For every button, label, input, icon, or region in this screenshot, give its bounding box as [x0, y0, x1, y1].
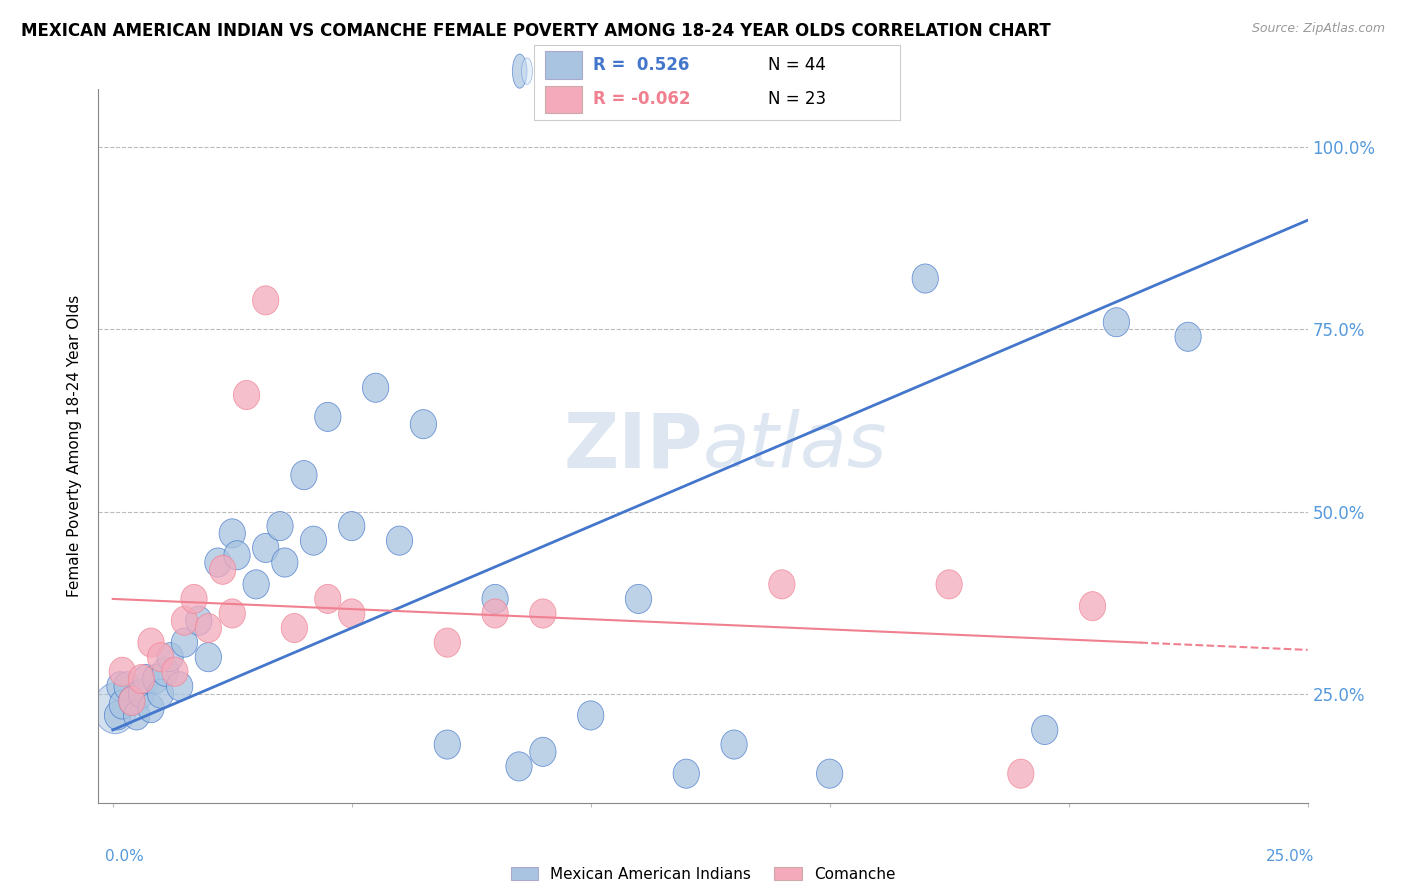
Ellipse shape — [339, 599, 366, 628]
Text: 25.0%: 25.0% — [1267, 849, 1315, 863]
Ellipse shape — [434, 730, 460, 759]
Ellipse shape — [219, 599, 246, 628]
Ellipse shape — [172, 628, 198, 657]
Ellipse shape — [172, 607, 198, 635]
Ellipse shape — [219, 519, 246, 548]
Ellipse shape — [626, 584, 651, 614]
Ellipse shape — [162, 657, 188, 686]
Ellipse shape — [912, 264, 938, 293]
Ellipse shape — [253, 285, 278, 315]
FancyBboxPatch shape — [546, 52, 582, 78]
Ellipse shape — [157, 642, 183, 672]
Ellipse shape — [181, 584, 207, 614]
Ellipse shape — [482, 584, 508, 614]
Ellipse shape — [1080, 591, 1105, 621]
Ellipse shape — [124, 701, 150, 730]
Text: Source: ZipAtlas.com: Source: ZipAtlas.com — [1251, 22, 1385, 36]
Ellipse shape — [291, 460, 318, 490]
Ellipse shape — [104, 701, 131, 730]
Ellipse shape — [522, 58, 533, 85]
Y-axis label: Female Poverty Among 18-24 Year Olds: Female Poverty Among 18-24 Year Olds — [67, 295, 83, 597]
Ellipse shape — [243, 570, 270, 599]
Ellipse shape — [1104, 308, 1129, 337]
Ellipse shape — [267, 511, 294, 541]
Ellipse shape — [94, 682, 136, 733]
Ellipse shape — [387, 526, 412, 555]
Text: MEXICAN AMERICAN INDIAN VS COMANCHE FEMALE POVERTY AMONG 18-24 YEAR OLDS CORRELA: MEXICAN AMERICAN INDIAN VS COMANCHE FEMA… — [21, 22, 1050, 40]
Ellipse shape — [148, 642, 174, 672]
Ellipse shape — [1008, 759, 1033, 789]
Ellipse shape — [339, 511, 366, 541]
Ellipse shape — [363, 373, 389, 402]
Ellipse shape — [128, 679, 155, 708]
Ellipse shape — [315, 402, 342, 432]
Text: R =  0.526: R = 0.526 — [593, 56, 689, 74]
Ellipse shape — [253, 533, 278, 563]
Legend: Mexican American Indians, Comanche: Mexican American Indians, Comanche — [505, 861, 901, 888]
Ellipse shape — [209, 555, 236, 584]
Ellipse shape — [205, 548, 231, 577]
Ellipse shape — [936, 570, 962, 599]
Ellipse shape — [315, 584, 342, 614]
Ellipse shape — [578, 701, 603, 730]
Ellipse shape — [107, 672, 134, 701]
Ellipse shape — [134, 665, 159, 694]
Ellipse shape — [118, 686, 145, 715]
Text: N = 44: N = 44 — [768, 56, 827, 74]
Ellipse shape — [411, 409, 436, 439]
Ellipse shape — [301, 526, 326, 555]
Ellipse shape — [142, 665, 169, 694]
Ellipse shape — [482, 599, 508, 628]
Ellipse shape — [506, 752, 531, 781]
FancyBboxPatch shape — [546, 86, 582, 112]
Ellipse shape — [1175, 322, 1201, 351]
Text: R = -0.062: R = -0.062 — [593, 90, 690, 108]
Ellipse shape — [817, 759, 842, 789]
Ellipse shape — [166, 672, 193, 701]
Ellipse shape — [512, 54, 527, 88]
Ellipse shape — [152, 657, 179, 686]
Ellipse shape — [114, 672, 141, 701]
Ellipse shape — [434, 628, 460, 657]
Text: ZIP: ZIP — [564, 409, 703, 483]
Ellipse shape — [195, 614, 222, 642]
Ellipse shape — [186, 607, 212, 635]
Ellipse shape — [530, 599, 555, 628]
Ellipse shape — [195, 642, 222, 672]
Ellipse shape — [148, 679, 174, 708]
Ellipse shape — [271, 548, 298, 577]
Ellipse shape — [673, 759, 699, 789]
Text: N = 23: N = 23 — [768, 90, 827, 108]
Ellipse shape — [233, 381, 260, 409]
Ellipse shape — [138, 694, 165, 723]
Ellipse shape — [721, 730, 747, 759]
Ellipse shape — [281, 614, 308, 642]
Ellipse shape — [110, 657, 135, 686]
Ellipse shape — [769, 570, 794, 599]
Ellipse shape — [138, 628, 165, 657]
Ellipse shape — [224, 541, 250, 570]
Ellipse shape — [1032, 715, 1057, 745]
Ellipse shape — [118, 686, 145, 715]
Text: atlas: atlas — [703, 409, 887, 483]
Ellipse shape — [110, 690, 135, 719]
Text: 0.0%: 0.0% — [105, 849, 145, 863]
Ellipse shape — [530, 738, 555, 766]
Ellipse shape — [128, 665, 155, 694]
